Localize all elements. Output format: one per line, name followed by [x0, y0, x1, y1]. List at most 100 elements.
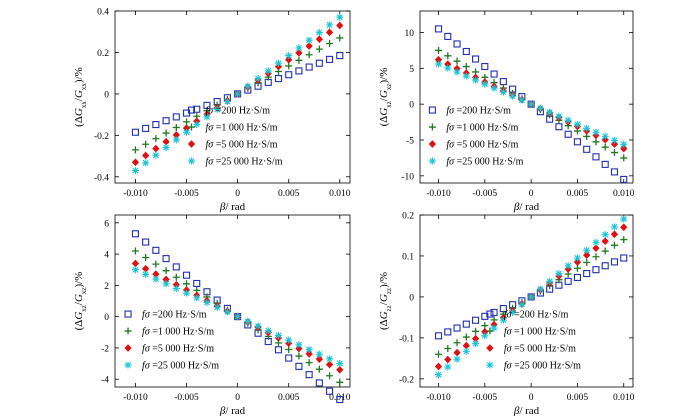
- data-point-square: [142, 238, 150, 246]
- data-point-star: [183, 128, 191, 136]
- data-point-square: [326, 387, 334, 395]
- legend-label: fσ =5 000 Hz·S/m: [142, 344, 214, 355]
- data-point-star: [213, 303, 221, 311]
- data-point-plus: [162, 267, 170, 275]
- y-tick-label: 0: [104, 90, 109, 100]
- y-tick-label: -0.1: [399, 334, 414, 344]
- legend-marker-star: [486, 361, 494, 369]
- data-point-star: [481, 332, 489, 340]
- data-point-square: [315, 59, 323, 67]
- x-tick-label: 0: [235, 393, 240, 403]
- legend-label: fσ =200 Hz·S/m: [504, 310, 569, 321]
- data-point-star: [295, 44, 303, 52]
- legend-label: fσ =25 000 Hz·S/m: [142, 361, 219, 372]
- legend-marker-diamond: [187, 140, 196, 148]
- data-point-square: [172, 113, 180, 121]
- data-point-plus: [326, 372, 334, 380]
- data-point-star: [254, 322, 262, 330]
- data-point-star: [435, 60, 443, 68]
- data-point-star: [444, 363, 452, 371]
- data-point-square: [295, 67, 303, 75]
- legend-marker-square: [187, 106, 196, 114]
- data-point-star: [499, 88, 507, 96]
- x-axis-label-unit: / rad: [225, 405, 245, 416]
- data-point-square: [274, 75, 283, 83]
- data-point-star: [592, 238, 600, 246]
- data-point-plus: [152, 135, 160, 143]
- legend-label: fσ =200 Hz·S/m: [206, 106, 271, 117]
- legend-label: fσ =5 000 Hz·S/m: [446, 140, 518, 151]
- data-point-star: [527, 100, 535, 108]
- data-point-star: [620, 140, 628, 148]
- x-tick-label: 0: [529, 189, 534, 199]
- data-point-plus: [336, 34, 344, 42]
- data-point-diamond: [620, 223, 628, 232]
- legend-marker-plus: [124, 327, 132, 335]
- chart-panel-bottom-left: -0.010 -0.005 0 0.005 0.010 -4 -2 0 2 4 6 β/ rad (ΔG…: [73, 214, 351, 416]
- data-point-star: [555, 112, 563, 120]
- data-point-star: [244, 82, 252, 90]
- x-tick-label: 0.005: [567, 189, 589, 199]
- data-point-star: [490, 84, 498, 92]
- plot-frame: [114, 10, 351, 184]
- data-point-star: [536, 104, 544, 112]
- data-point-square: [490, 308, 498, 317]
- data-point-star: [162, 280, 170, 288]
- data-point-star: [546, 108, 554, 116]
- data-point-star: [336, 13, 344, 21]
- legend-marker-plus: [428, 123, 436, 131]
- data-point-star: [234, 90, 242, 98]
- data-point-square: [336, 395, 344, 404]
- data-point-diamond: [315, 355, 323, 364]
- data-point-square: [162, 117, 170, 125]
- data-point-diamond: [131, 259, 140, 268]
- x-axis-label-symbol: β: [219, 201, 226, 213]
- data-point-star: [435, 371, 443, 379]
- data-point-square: [564, 130, 572, 138]
- data-point-star: [254, 75, 262, 83]
- legend-label: fσ =1 000 Hz·S/m: [142, 327, 214, 338]
- data-point-plus: [183, 118, 191, 126]
- data-point-star: [518, 96, 526, 104]
- data-point-star: [305, 36, 313, 44]
- data-point-square: [601, 262, 609, 270]
- data-point-star: [536, 285, 544, 293]
- plot-frame: [114, 214, 351, 388]
- y-tick-label: 0.2: [97, 49, 109, 59]
- data-point-diamond: [583, 251, 591, 259]
- data-point-square: [295, 362, 303, 370]
- legend-marker-diamond: [124, 344, 132, 352]
- data-point-square: [131, 128, 139, 136]
- data-point-star: [213, 105, 221, 113]
- data-point-star: [203, 299, 211, 307]
- data-point-diamond: [592, 244, 600, 253]
- data-point-star: [490, 324, 498, 332]
- data-point-star: [285, 52, 293, 60]
- data-point-star: [223, 98, 231, 106]
- data-point-diamond: [620, 144, 628, 153]
- data-point-square: [573, 138, 581, 146]
- data-point-plus: [435, 350, 443, 358]
- data-point-square: [564, 277, 572, 285]
- data-point-plus: [142, 254, 150, 262]
- data-point-plus: [285, 345, 293, 353]
- data-point-diamond: [131, 158, 140, 167]
- data-point-square: [592, 153, 600, 161]
- legend-marker-star: [124, 361, 132, 369]
- chart-panel-bottom-right: -0.010 -0.005 0 0.005 0.010 -0.2 -0.1 0 0.1 0.2 β/…: [378, 212, 635, 416]
- data-point-star: [527, 293, 535, 301]
- data-point-star: [234, 313, 242, 321]
- data-point-square: [326, 55, 334, 63]
- legend-marker-square: [124, 310, 132, 318]
- data-point-star: [453, 355, 461, 363]
- data-point-plus: [620, 236, 628, 244]
- data-point-star: [183, 289, 191, 297]
- legend-marker-plus: [188, 123, 195, 131]
- data-point-square: [315, 379, 323, 387]
- data-point-plus: [295, 56, 303, 64]
- x-tick-label: -0.010: [426, 189, 451, 199]
- x-tick-label: 0.005: [278, 189, 300, 199]
- legend-label: fσ =1 000 Hz·S/m: [446, 123, 518, 134]
- data-point-plus: [453, 57, 461, 65]
- data-point-star: [274, 331, 282, 339]
